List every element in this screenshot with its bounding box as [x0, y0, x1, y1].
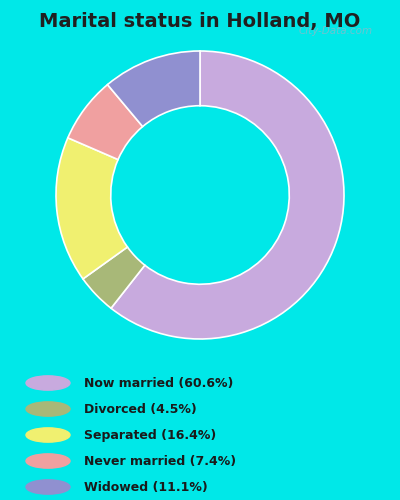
Wedge shape — [68, 84, 143, 160]
Text: Never married (7.4%): Never married (7.4%) — [84, 454, 236, 468]
Text: Marital status in Holland, MO: Marital status in Holland, MO — [39, 12, 361, 32]
Wedge shape — [56, 138, 128, 279]
Circle shape — [26, 480, 70, 494]
Circle shape — [26, 428, 70, 442]
Text: Divorced (4.5%): Divorced (4.5%) — [84, 402, 197, 415]
Circle shape — [26, 454, 70, 468]
Wedge shape — [108, 51, 200, 127]
Wedge shape — [83, 247, 145, 308]
Text: Separated (16.4%): Separated (16.4%) — [84, 428, 216, 442]
Circle shape — [26, 402, 70, 416]
Wedge shape — [111, 51, 344, 339]
Circle shape — [26, 376, 70, 390]
Text: Widowed (11.1%): Widowed (11.1%) — [84, 480, 208, 494]
Text: Now married (60.6%): Now married (60.6%) — [84, 376, 233, 390]
Text: City-Data.com: City-Data.com — [299, 26, 373, 36]
